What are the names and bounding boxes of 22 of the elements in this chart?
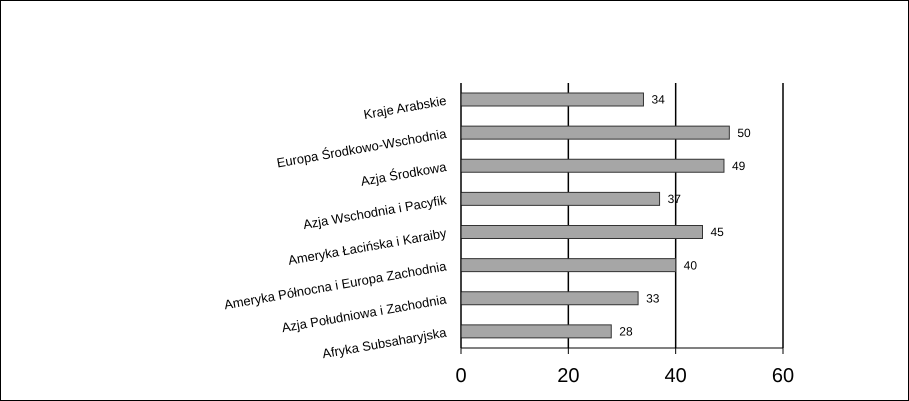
x-tick-label: 0 — [455, 365, 467, 388]
bar — [461, 158, 724, 173]
data-label: 28 — [619, 324, 633, 339]
x-tick-label: 40 — [664, 365, 687, 388]
data-label: 33 — [646, 291, 660, 306]
y-tick-label: Azja Środkowa — [360, 158, 448, 189]
data-label: 50 — [737, 126, 752, 140]
y-tick-label: Kraje Arabskie — [362, 92, 448, 122]
data-label: 45 — [710, 225, 724, 240]
bar — [461, 324, 612, 338]
bar — [461, 291, 639, 306]
bar — [461, 192, 660, 206]
bar — [461, 126, 730, 140]
y-tick-label: Afryka Subsaharyjska — [321, 324, 448, 362]
bar — [461, 92, 644, 106]
data-label: 34 — [651, 92, 666, 107]
bar — [461, 224, 703, 239]
x-tick-label: 20 — [557, 365, 580, 388]
bar — [461, 258, 676, 272]
data-label: 40 — [684, 258, 698, 272]
data-label: 49 — [732, 158, 746, 173]
x-tick-label: 60 — [772, 365, 794, 388]
